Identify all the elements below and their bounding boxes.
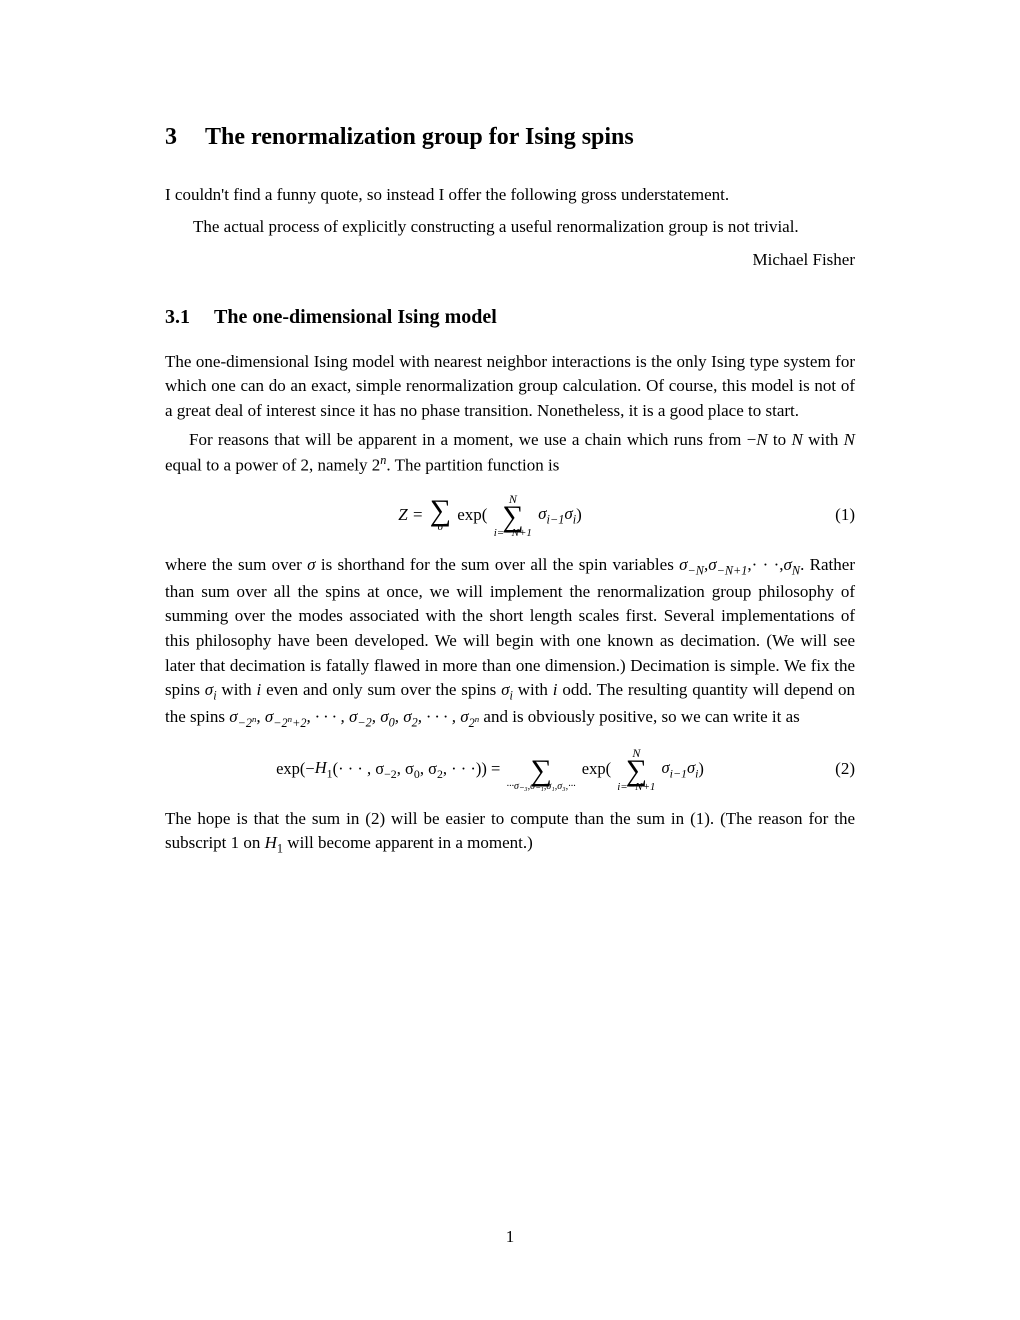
- math-sigma-seq: σ−2n, σ−2n+2, · · · , σ−2, σ0, σ2, · · ·…: [229, 707, 479, 726]
- paragraph-4: The hope is that the sum in (2) will be …: [165, 807, 855, 859]
- sum-bot: ···σ₋₃,σ₋₁,σ₁,σ₃,···: [506, 782, 575, 792]
- eq-arg: σi−1σi: [662, 758, 699, 777]
- quote-author: Michael Fisher: [165, 248, 855, 273]
- text: (· · · , σ: [333, 758, 385, 777]
- text: will become apparent in a moment.): [283, 833, 533, 852]
- text: to: [768, 430, 792, 449]
- text: with: [803, 430, 844, 449]
- eq-mid: exp(: [457, 504, 487, 523]
- eq-lhs: Z =: [398, 504, 427, 523]
- text: . Rather than sum over all the spins at …: [165, 555, 855, 700]
- math-N: N: [791, 430, 802, 449]
- paragraph-1: The one-dimensional Ising model with nea…: [165, 350, 855, 424]
- intro-paragraph: I couldn't find a funny quote, so instea…: [165, 183, 855, 208]
- page-number: 1: [0, 1225, 1020, 1250]
- sub: i−1: [670, 767, 687, 781]
- sum-symbol: ∑: [494, 503, 532, 530]
- text: and is obviously positive, so we can wri…: [479, 707, 800, 726]
- sum-odd: ∑ ···σ₋₃,σ₋₁,σ₁,σ₃,···: [506, 747, 575, 792]
- equation-2-number: (2): [815, 757, 855, 782]
- math-sigma-list: σ−N+1: [708, 555, 747, 574]
- subsection-title-text: The one-dimensional Ising model: [214, 306, 497, 328]
- text: with: [217, 680, 257, 699]
- eq-arg: σi−1σi: [538, 504, 576, 523]
- equation-1: Z = ∑ σ exp( N ∑ i=−N+1 σi−1σi) (1): [165, 493, 855, 539]
- text: , σ: [397, 758, 414, 777]
- math-H1: H1: [265, 833, 283, 852]
- text: σ: [662, 758, 670, 777]
- math-sigma-i: σi: [501, 680, 513, 699]
- text: , · · ·)) =: [443, 758, 505, 777]
- quote-block: The actual process of explicitly constru…: [193, 215, 855, 240]
- sum-bot: i=−N+1: [494, 528, 532, 539]
- sum-sigma: ∑ σ: [430, 499, 451, 533]
- equation-2: exp(−H1(· · · , σ−2, σ0, σ2, · · ·)) = ∑…: [165, 747, 855, 793]
- subsection-number: 3.1: [165, 303, 190, 332]
- text: σ: [538, 504, 546, 523]
- sum-bot: i=−N+1: [617, 782, 655, 793]
- subsection-heading: 3.1 The one-dimensional Ising model: [165, 303, 855, 332]
- text: , σ: [420, 758, 437, 777]
- sum-symbol: ∑: [506, 757, 575, 784]
- math-sigma-list: σ−N: [679, 555, 704, 574]
- sum-symbol: ∑: [430, 497, 451, 524]
- text: For reasons that will be apparent in a m…: [189, 430, 756, 449]
- equation-1-body: Z = ∑ σ exp( N ∑ i=−N+1 σi−1σi): [165, 493, 815, 539]
- math-N: N: [844, 430, 855, 449]
- math-sigma-i: σi: [205, 680, 217, 699]
- sum-i: N ∑ i=−N+1: [617, 747, 655, 793]
- text: σ: [687, 758, 695, 777]
- section-title-text: The renormalization group for Ising spin…: [205, 124, 634, 150]
- sub: −2: [384, 767, 397, 781]
- text: . The partition function is: [386, 456, 559, 475]
- equation-2-body: exp(−H1(· · · , σ−2, σ0, σ2, · · ·)) = ∑…: [165, 747, 815, 793]
- math-sigma-list: σN: [784, 555, 801, 574]
- paragraph-2: For reasons that will be apparent in a m…: [165, 428, 855, 479]
- section-heading: 3 The renormalization group for Ising spi…: [165, 120, 855, 155]
- sum-i: N ∑ i=−N+1: [494, 493, 532, 539]
- equation-1-number: (1): [815, 503, 855, 528]
- page: 3 The renormalization group for Ising spi…: [0, 0, 1020, 1320]
- text: is shorthand for the sum over all the sp…: [316, 555, 680, 574]
- text: σ: [564, 504, 572, 523]
- eq-close: ): [576, 504, 582, 523]
- text: even and only sum over the spins: [261, 680, 501, 699]
- math-sigma: σ: [307, 555, 315, 574]
- paragraph-3: where the sum over σ is shorthand for th…: [165, 553, 855, 733]
- sub: i−1: [547, 513, 565, 527]
- math-N: N: [756, 430, 767, 449]
- eq-close: ): [698, 758, 704, 777]
- eq-exp: exp(−: [276, 758, 315, 777]
- sum-symbol: ∑: [617, 757, 655, 784]
- quote-text: The actual process of explicitly constru…: [193, 215, 855, 240]
- text: where the sum over: [165, 555, 307, 574]
- math-H1: H1: [315, 758, 333, 777]
- eq-mid: exp(: [582, 758, 611, 777]
- text: equal to a power of 2, namely 2: [165, 456, 380, 475]
- text: with: [513, 680, 553, 699]
- section-number: 3: [165, 120, 177, 155]
